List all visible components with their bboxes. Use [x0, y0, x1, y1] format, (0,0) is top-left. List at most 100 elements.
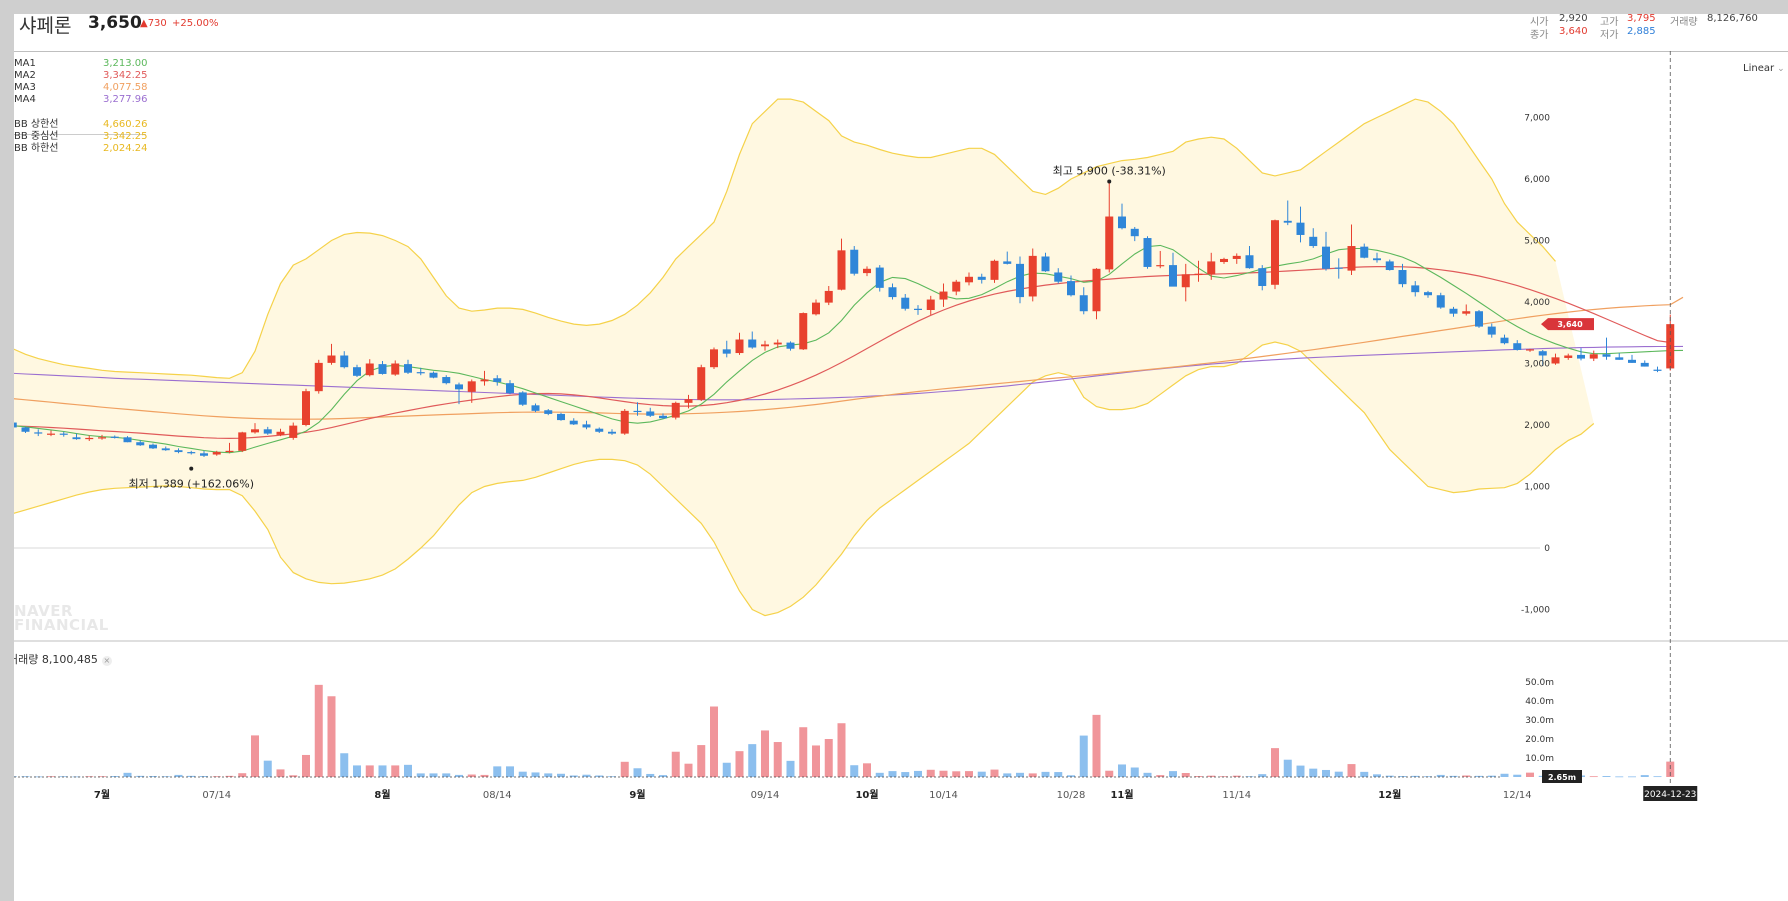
- candle: [671, 401, 680, 420]
- candle-body: [1475, 311, 1483, 327]
- candle: [952, 279, 961, 296]
- close-icon[interactable]: ×: [101, 656, 112, 666]
- candle: [1500, 334, 1509, 345]
- legend-ma2[interactable]: MA2 3,342.25: [14, 70, 148, 81]
- candle: [799, 312, 808, 350]
- candle-body: [1092, 268, 1101, 312]
- legend-bb-middle[interactable]: BB 중심선 3,342.25: [14, 131, 148, 142]
- volume-bar: [1322, 769, 1330, 777]
- candle-body: [863, 268, 871, 274]
- candle: [314, 359, 323, 394]
- y-tick-label: 7,000: [1524, 114, 1550, 124]
- legend-ma3[interactable]: MA3 4,077.58: [14, 82, 148, 93]
- candle: [1156, 250, 1165, 269]
- candle: [1003, 251, 1012, 265]
- crosshair-date-tag: 2024-12-23: [1643, 786, 1698, 801]
- candle: [276, 428, 285, 437]
- candle: [1194, 260, 1203, 282]
- low-marker: [189, 466, 194, 471]
- candle: [174, 448, 183, 454]
- candle: [595, 427, 604, 433]
- candle: [263, 426, 272, 435]
- volume-bar: [1028, 773, 1037, 777]
- candle-body: [633, 410, 642, 413]
- legend-ma4[interactable]: MA4 3,277.96: [14, 94, 148, 105]
- x-tick-label: 10/28: [1057, 790, 1086, 801]
- candle: [761, 340, 769, 351]
- volume-bar: [1143, 772, 1152, 777]
- scale-mode-dropdown[interactable]: Linear ⌄: [1743, 63, 1785, 74]
- candle-body: [1169, 265, 1177, 287]
- candle-body: [1462, 311, 1471, 314]
- volume-bar: [1615, 776, 1624, 778]
- price-tag-label: 3,640: [1557, 320, 1583, 329]
- legend-bb-upper[interactable]: BB 상한선 4,660.26: [14, 119, 148, 130]
- candle-body: [136, 442, 145, 446]
- candle-body: [1487, 326, 1496, 335]
- candle-body: [200, 453, 208, 456]
- candle: [200, 450, 208, 457]
- volume-bar: [901, 772, 910, 777]
- candle-body: [1373, 258, 1381, 261]
- volume-bar: [480, 774, 489, 777]
- candle: [1577, 348, 1585, 361]
- volume-bar: [1487, 775, 1496, 777]
- open-label: 시가: [1530, 17, 1549, 28]
- candle-body: [506, 383, 514, 394]
- candle: [161, 446, 170, 451]
- candle: [1283, 200, 1292, 226]
- stock-change-rate: +25.00%: [172, 18, 219, 29]
- candle-body: [1181, 274, 1190, 288]
- candle-body: [404, 364, 412, 373]
- candle: [1220, 257, 1228, 264]
- volume-bar: [557, 773, 565, 777]
- candle: [735, 332, 744, 355]
- price-chart[interactable]: -1,000 0 1,000 2,000 3,000 4,000 5,000 6,000 7,0…: [14, 14, 1788, 901]
- candle: [327, 343, 336, 365]
- candle: [21, 426, 30, 433]
- candle-body: [21, 427, 30, 432]
- candle: [302, 388, 310, 427]
- legend-ma1[interactable]: MA1 3,213.00: [14, 58, 148, 69]
- candle: [939, 283, 948, 307]
- candle-body: [225, 450, 234, 453]
- volume-bar: [429, 773, 438, 777]
- candle: [225, 442, 234, 454]
- candle: [926, 295, 935, 315]
- volume-bar: [1513, 774, 1522, 777]
- candle-body: [391, 363, 400, 375]
- volume-bar: [761, 730, 769, 777]
- candle: [531, 403, 540, 413]
- candle-body: [697, 367, 706, 400]
- volume-bar: [1130, 767, 1139, 777]
- candle: [544, 409, 553, 416]
- volume-bar: [1602, 776, 1611, 777]
- date-tag-label: 2024-12-23: [1644, 790, 1696, 800]
- high-annotation: 최고 5,900 (-38.31%): [1053, 164, 1166, 177]
- candle-body: [914, 308, 922, 310]
- candle-body: [110, 436, 119, 438]
- volume-tag-label: 2.65m: [1548, 773, 1576, 782]
- legend-bb-lower[interactable]: BB 하한선 2,024.24: [14, 143, 148, 154]
- volume-bar: [697, 745, 706, 777]
- candle: [1143, 236, 1152, 269]
- candle: [837, 238, 846, 291]
- candle-body: [684, 399, 693, 403]
- candle: [455, 382, 463, 405]
- volume-value: 8,126,760: [1707, 14, 1758, 24]
- candle-body: [251, 429, 259, 433]
- candle-body: [608, 431, 616, 434]
- current-price-tag: 3,640: [1541, 318, 1594, 331]
- candle-body: [1564, 355, 1573, 358]
- candle: [34, 429, 43, 437]
- volume-bar: [786, 760, 795, 777]
- candle-body: [824, 290, 833, 303]
- volume-bar: [914, 770, 922, 777]
- ma1-line: [14, 244, 1684, 454]
- volume-bar: [1245, 776, 1254, 778]
- candle: [824, 286, 833, 306]
- volume-bar: [1156, 775, 1165, 777]
- candle-body: [620, 410, 629, 434]
- volume-bar: [1194, 776, 1203, 777]
- volume-bar: [1232, 775, 1241, 777]
